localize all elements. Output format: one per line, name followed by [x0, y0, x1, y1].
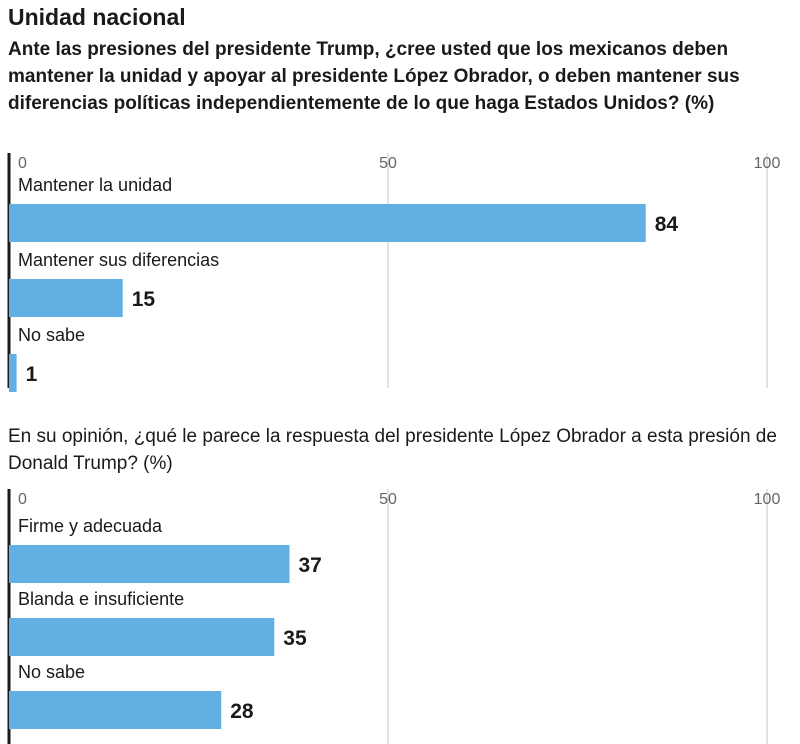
value-label: 84: [655, 213, 679, 236]
bar: [9, 618, 275, 656]
category-label: No sabe: [18, 325, 85, 345]
value-label: 28: [230, 700, 254, 723]
tick-label: 100: [754, 491, 781, 508]
tick-label: 0: [18, 491, 27, 508]
chart-1-question: Ante las presiones del presidente Trump,…: [8, 39, 740, 114]
bar: [9, 354, 17, 392]
bar: [9, 545, 290, 583]
value-label: 1: [26, 363, 38, 386]
category-label: No sabe: [18, 662, 85, 682]
tick-label: 100: [754, 155, 781, 172]
category-label: Mantener sus diferencias: [18, 250, 219, 270]
bar: [9, 279, 123, 317]
bar: [9, 691, 222, 729]
category-label: Firme y adecuada: [18, 516, 163, 536]
tick-label: 0: [18, 155, 27, 172]
value-label: 35: [283, 627, 307, 650]
value-label: 15: [132, 288, 156, 311]
category-label: Blanda e insuficiente: [18, 589, 184, 609]
page-title: Unidad nacional: [8, 4, 186, 30]
category-label: Mantener la unidad: [18, 175, 172, 195]
tick-label: 50: [379, 155, 397, 172]
bar: [9, 204, 646, 242]
value-label: 37: [298, 554, 321, 577]
tick-label: 50: [379, 491, 397, 508]
chart-2-question: En su opinión, ¿qué le parece la respues…: [8, 426, 777, 474]
